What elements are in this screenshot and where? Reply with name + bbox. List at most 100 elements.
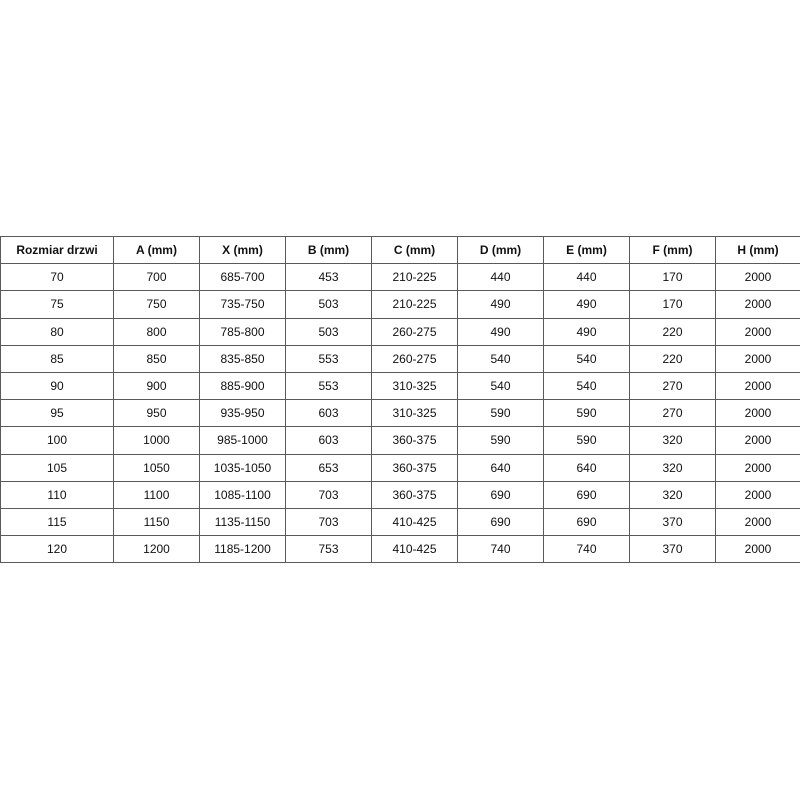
table-cell: 440 bbox=[457, 263, 544, 292]
table-cell: 360-375 bbox=[371, 480, 458, 509]
table-cell: 553 bbox=[285, 371, 372, 401]
table-cell: 1050 bbox=[113, 453, 200, 482]
table-cell: 703 bbox=[285, 507, 372, 537]
table-cell: 2000 bbox=[715, 480, 800, 509]
table-cell: 260-275 bbox=[371, 344, 458, 373]
table-cell: 270 bbox=[629, 371, 716, 401]
table-cell: 603 bbox=[285, 426, 372, 455]
table-cell: 540 bbox=[457, 371, 544, 401]
table-cell: 703 bbox=[285, 480, 372, 509]
table-cell: 320 bbox=[629, 453, 716, 482]
table-cell: 503 bbox=[285, 317, 372, 346]
table-cell: 2000 bbox=[715, 290, 800, 319]
table-row: 80 800 785-800 503 260-275 490 490 220 2000 bbox=[0, 317, 800, 346]
table-cell: 1000 bbox=[113, 426, 200, 455]
table-cell: 740 bbox=[543, 535, 630, 564]
table-cell: 800 bbox=[113, 317, 200, 346]
table-row: 95 950 935-950 603 310-325 590 590 270 2000 bbox=[0, 399, 800, 428]
table-cell: 753 bbox=[285, 535, 372, 564]
table-cell: 2000 bbox=[715, 453, 800, 482]
door-size-table: Rozmiar drzwi A (mm) X (mm) B (mm) C (mm) D (… bbox=[0, 235, 800, 564]
table-cell: 900 bbox=[113, 371, 200, 401]
table-cell: 170 bbox=[629, 263, 716, 292]
table-cell: 1150 bbox=[113, 507, 200, 537]
table-cell: 490 bbox=[457, 290, 544, 319]
table-row: 100 1000 985-1000 603 360-375 590 590 320 2000 bbox=[0, 426, 800, 455]
table-row: 110 1100 1085-1100 703 360-375 690 690 320 2000 bbox=[0, 480, 800, 509]
table-cell: 1035-1050 bbox=[199, 453, 286, 482]
table-cell: 370 bbox=[629, 507, 716, 537]
table-cell: 2000 bbox=[715, 344, 800, 373]
table-cell: 85 bbox=[0, 344, 114, 373]
table-cell: 685-700 bbox=[199, 263, 286, 292]
table-cell: 310-325 bbox=[371, 371, 458, 401]
column-header: H (mm) bbox=[715, 235, 800, 265]
table-cell: 110 bbox=[0, 480, 114, 509]
table-cell: 490 bbox=[543, 290, 630, 319]
table-cell: 2000 bbox=[715, 535, 800, 564]
column-header: A (mm) bbox=[113, 235, 200, 265]
table-cell: 590 bbox=[457, 426, 544, 455]
table-cell: 2000 bbox=[715, 317, 800, 346]
table-row: 70 700 685-700 453 210-225 440 440 170 2000 bbox=[0, 263, 800, 292]
table-cell: 785-800 bbox=[199, 317, 286, 346]
table-cell: 2000 bbox=[715, 371, 800, 401]
table-cell: 410-425 bbox=[371, 535, 458, 564]
table-cell: 850 bbox=[113, 344, 200, 373]
table-cell: 310-325 bbox=[371, 399, 458, 428]
table-cell: 653 bbox=[285, 453, 372, 482]
table-row: 115 1150 1135-1150 703 410-425 690 690 370 2000 bbox=[0, 507, 800, 537]
table-cell: 220 bbox=[629, 344, 716, 373]
table-cell: 1085-1100 bbox=[199, 480, 286, 509]
table-cell: 690 bbox=[543, 507, 630, 537]
table-cell: 80 bbox=[0, 317, 114, 346]
table-cell: 210-225 bbox=[371, 263, 458, 292]
table-cell: 115 bbox=[0, 507, 114, 537]
table-cell: 735-750 bbox=[199, 290, 286, 319]
table-row: 105 1050 1035-1050 653 360-375 640 640 320 2000 bbox=[0, 453, 800, 482]
table-cell: 120 bbox=[0, 535, 114, 564]
table-cell: 490 bbox=[457, 317, 544, 346]
column-header: Rozmiar drzwi bbox=[0, 235, 114, 265]
table-cell: 2000 bbox=[715, 399, 800, 428]
table-cell: 690 bbox=[457, 507, 544, 537]
table-cell: 360-375 bbox=[371, 453, 458, 482]
table-cell: 590 bbox=[457, 399, 544, 428]
table-cell: 1100 bbox=[113, 480, 200, 509]
table-row: 120 1200 1185-1200 753 410-425 740 740 370 2000 bbox=[0, 535, 800, 564]
table-cell: 540 bbox=[543, 344, 630, 373]
table-cell: 935-950 bbox=[199, 399, 286, 428]
table-cell: 260-275 bbox=[371, 317, 458, 346]
table-cell: 700 bbox=[113, 263, 200, 292]
table-cell: 210-225 bbox=[371, 290, 458, 319]
table-cell: 70 bbox=[0, 263, 114, 292]
table-cell: 640 bbox=[543, 453, 630, 482]
table-cell: 740 bbox=[457, 535, 544, 564]
table-cell: 320 bbox=[629, 426, 716, 455]
table-cell: 540 bbox=[543, 371, 630, 401]
table-cell: 100 bbox=[0, 426, 114, 455]
table-cell: 553 bbox=[285, 344, 372, 373]
table-cell: 320 bbox=[629, 480, 716, 509]
table-cell: 603 bbox=[285, 399, 372, 428]
table-cell: 2000 bbox=[715, 426, 800, 455]
table-cell: 453 bbox=[285, 263, 372, 292]
table-cell: 1135-1150 bbox=[199, 507, 286, 537]
table-cell: 105 bbox=[0, 453, 114, 482]
table-cell: 90 bbox=[0, 371, 114, 401]
table-cell: 590 bbox=[543, 399, 630, 428]
table-cell: 750 bbox=[113, 290, 200, 319]
table-cell: 540 bbox=[457, 344, 544, 373]
table-cell: 590 bbox=[543, 426, 630, 455]
table-row: 85 850 835-850 553 260-275 540 540 220 2000 bbox=[0, 344, 800, 373]
column-header: E (mm) bbox=[543, 235, 630, 265]
table-cell: 2000 bbox=[715, 507, 800, 537]
table-cell: 640 bbox=[457, 453, 544, 482]
table-cell: 95 bbox=[0, 399, 114, 428]
table-cell: 950 bbox=[113, 399, 200, 428]
table-cell: 690 bbox=[543, 480, 630, 509]
table-cell: 360-375 bbox=[371, 426, 458, 455]
table-cell: 490 bbox=[543, 317, 630, 346]
column-header: B (mm) bbox=[285, 235, 372, 265]
table-cell: 835-850 bbox=[199, 344, 286, 373]
